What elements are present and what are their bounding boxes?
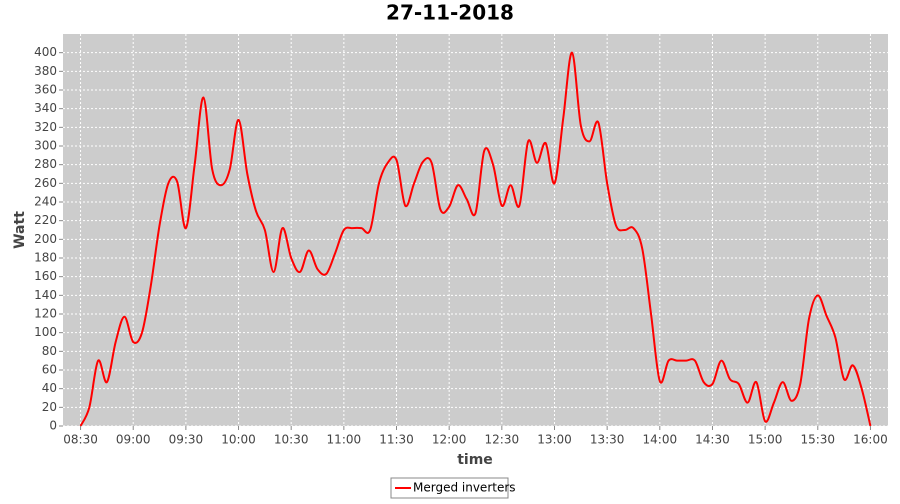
y-tick-label: 0 bbox=[49, 419, 57, 433]
x-tick-label: 14:00 bbox=[643, 433, 678, 447]
x-tick-label: 15:30 bbox=[800, 433, 835, 447]
y-axis-label: Watt bbox=[12, 211, 28, 249]
y-tick-label: 100 bbox=[34, 325, 57, 339]
marks bbox=[79, 51, 872, 427]
chart-title: 27-11-2018 bbox=[386, 1, 514, 25]
x-tick-label: 13:00 bbox=[537, 433, 572, 447]
y-tick-label: 20 bbox=[42, 400, 57, 414]
y-tick-label: 240 bbox=[34, 195, 57, 209]
y-tick-label: 200 bbox=[34, 232, 57, 246]
x-tick-label: 13:30 bbox=[590, 433, 625, 447]
y-tick-label: 320 bbox=[34, 120, 57, 134]
legend-box bbox=[390, 477, 509, 499]
y-tick-label: 160 bbox=[34, 269, 57, 283]
y-tick-label: 120 bbox=[34, 307, 57, 321]
y-tick-label: 400 bbox=[34, 45, 57, 59]
y-tick-label: 360 bbox=[34, 83, 57, 97]
legend: Merged inverters bbox=[390, 477, 516, 499]
x-tick-label: 16:00 bbox=[853, 433, 888, 447]
plot-area bbox=[63, 34, 888, 426]
y-tick-label: 80 bbox=[42, 344, 57, 358]
y-tick-label: 280 bbox=[34, 157, 57, 171]
line bbox=[79, 51, 872, 427]
y-tick-label: 220 bbox=[34, 213, 57, 227]
y-tick-label: 180 bbox=[34, 251, 57, 265]
x-axis-label: time bbox=[457, 452, 493, 468]
grid: 0 20 40 60 80 100 120 140 160 180 200 220 240 260 280 3… bbox=[34, 34, 888, 447]
x-tick-label: 11:30 bbox=[379, 433, 414, 447]
x-tick-label: 09:30 bbox=[169, 433, 204, 447]
y-tick-label: 340 bbox=[34, 101, 57, 115]
y-tick-label: 300 bbox=[34, 139, 57, 153]
x-tick-label: 10:30 bbox=[274, 433, 309, 447]
x-tick-label: 15:00 bbox=[748, 433, 783, 447]
x-tick-label: 14:30 bbox=[695, 433, 730, 447]
x-tick-label: 12:30 bbox=[485, 433, 520, 447]
x-tick-label: 10:00 bbox=[221, 433, 256, 447]
y-tick-label: 260 bbox=[34, 176, 57, 190]
y-tick-label: 60 bbox=[42, 363, 57, 377]
y-tick-label: 40 bbox=[42, 381, 57, 395]
x-tick-label: 09:00 bbox=[116, 433, 151, 447]
y-tick-label: 380 bbox=[34, 64, 57, 78]
x-tick-label: 12:00 bbox=[432, 433, 467, 447]
y-tick-label: 140 bbox=[34, 288, 57, 302]
x-tick-label: 08:30 bbox=[63, 433, 98, 447]
legend-label: Merged inverters bbox=[413, 481, 516, 495]
x-tick-label: 11:00 bbox=[327, 433, 362, 447]
